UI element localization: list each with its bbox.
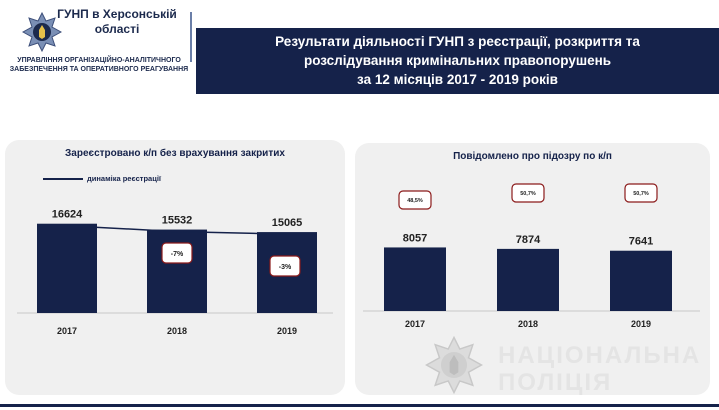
bar-2017 — [37, 223, 97, 313]
change-label-2018: -7% — [171, 251, 184, 258]
legend-line-swatch — [43, 178, 83, 181]
org-name: ГУНП в Херсонській області — [57, 7, 177, 36]
tick-label-2018: 2018 — [167, 326, 187, 336]
share-label-2018: 50,7% — [520, 191, 536, 197]
tick-label-2018: 2018 — [518, 319, 538, 329]
bar-2018 — [497, 248, 559, 311]
tick-label-2019: 2019 — [631, 319, 651, 329]
suspicion-chart-panel: Повідомлено про підозру по к/п 8057 2017 7… — [355, 143, 710, 395]
value-label-2017: 8057 — [403, 232, 427, 244]
title-line-3: за 12 місяців 2017 - 2019 років — [357, 72, 558, 87]
chart-legend: динаміка реєстрації — [43, 174, 161, 184]
tick-label-2017: 2017 — [405, 319, 425, 329]
value-label-2017: 16624 — [52, 209, 83, 221]
suspicion-chart-svg: 8057 2017 7874 2018 7641 2019 48,5% 50,7% 50,7% — [363, 183, 700, 329]
registered-chart-panel: Зареєстровано к/п без врахування закрити… — [5, 140, 345, 395]
watermark-line-2: ПОЛІЦІЯ — [498, 369, 613, 396]
watermark-text: НАЦІОНАЛЬНА ПОЛІЦІЯ — [498, 342, 702, 396]
trend-line — [66, 224, 288, 235]
police-watermark-star-icon — [425, 336, 483, 394]
change-badge-2019 — [269, 255, 301, 277]
chart-title: Повідомлено про підозру по к/п — [453, 151, 612, 162]
value-label-2019: 7641 — [629, 236, 653, 248]
title-line-2: розслідування кримінальних правопорушень — [303, 53, 612, 68]
legend-label: динаміка реєстрації — [87, 174, 162, 183]
chart-title: Зареєстровано к/п без врахування закрити… — [65, 148, 285, 159]
share-badge-2019 — [624, 183, 658, 203]
police-star-icon — [22, 12, 62, 52]
slide-title: Результати діяльності ГУНП з реєстрації,… — [196, 28, 719, 94]
value-label-2018: 7874 — [516, 234, 541, 246]
share-badge-2017 — [398, 190, 432, 210]
watermark-line-1: НАЦІОНАЛЬНА — [498, 342, 702, 369]
bar-2018 — [147, 229, 207, 313]
org-logo-block — [14, 10, 190, 56]
share-badge-2018 — [511, 183, 545, 203]
bar-2017 — [384, 247, 446, 311]
title-line-1: Результати діяльності ГУНП з реєстрації,… — [275, 34, 640, 49]
change-label-2019: -3% — [279, 264, 292, 271]
change-badge-2018 — [161, 242, 193, 264]
share-label-2019: 50,7% — [633, 191, 649, 197]
value-label-2019: 15065 — [272, 217, 303, 229]
share-label-2017: 48,5% — [407, 198, 423, 204]
bottom-stripe — [0, 404, 719, 407]
bottom-stripe-light — [0, 407, 719, 410]
registered-chart-svg: 16624 2017 15532 2018 15065 2019 -7% -3% — [17, 209, 333, 336]
department-name: УПРАВЛІННЯ ОРГАНІЗАЦІЙНО-АНАЛІТИЧНОГО ЗА… — [9, 57, 189, 73]
bar-2019 — [610, 250, 672, 311]
value-label-2018: 15532 — [162, 215, 193, 227]
tick-label-2017: 2017 — [57, 326, 77, 336]
header-divider — [190, 12, 192, 62]
tick-label-2019: 2019 — [277, 326, 297, 336]
